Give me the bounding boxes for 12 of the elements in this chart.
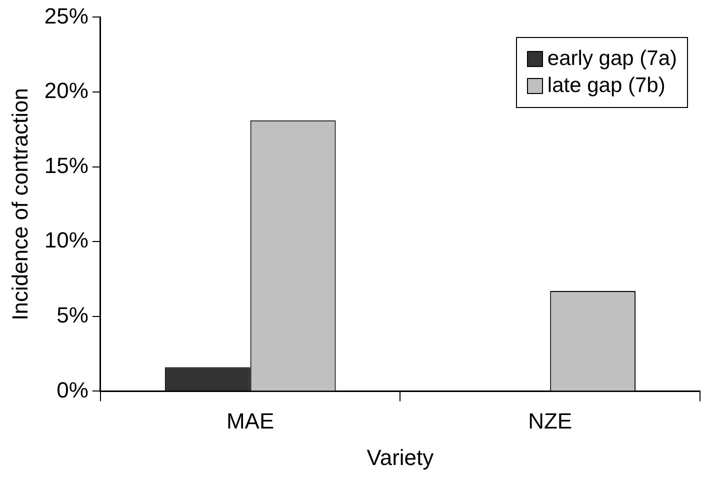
x-tick-label: MAE xyxy=(226,408,274,434)
y-tick-label: 0% xyxy=(56,377,88,402)
legend-label: early gap (7a) xyxy=(547,47,677,72)
x-axis-title: Variety xyxy=(366,444,434,470)
y-tick-label: 25% xyxy=(44,3,88,28)
y-axis-title: Incidence of contraction xyxy=(7,88,32,320)
x-tick-label: NZE xyxy=(528,408,572,434)
y-tick-label: 10% xyxy=(44,228,88,253)
y-tick-label: 15% xyxy=(44,152,88,178)
legend-label: late gap (7b) xyxy=(547,74,666,98)
y-tick-label: 5% xyxy=(56,302,88,328)
y-tick-label: 20% xyxy=(44,78,88,104)
